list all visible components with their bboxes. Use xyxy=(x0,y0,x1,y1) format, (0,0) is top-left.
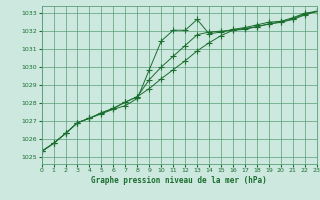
X-axis label: Graphe pression niveau de la mer (hPa): Graphe pression niveau de la mer (hPa) xyxy=(91,176,267,185)
